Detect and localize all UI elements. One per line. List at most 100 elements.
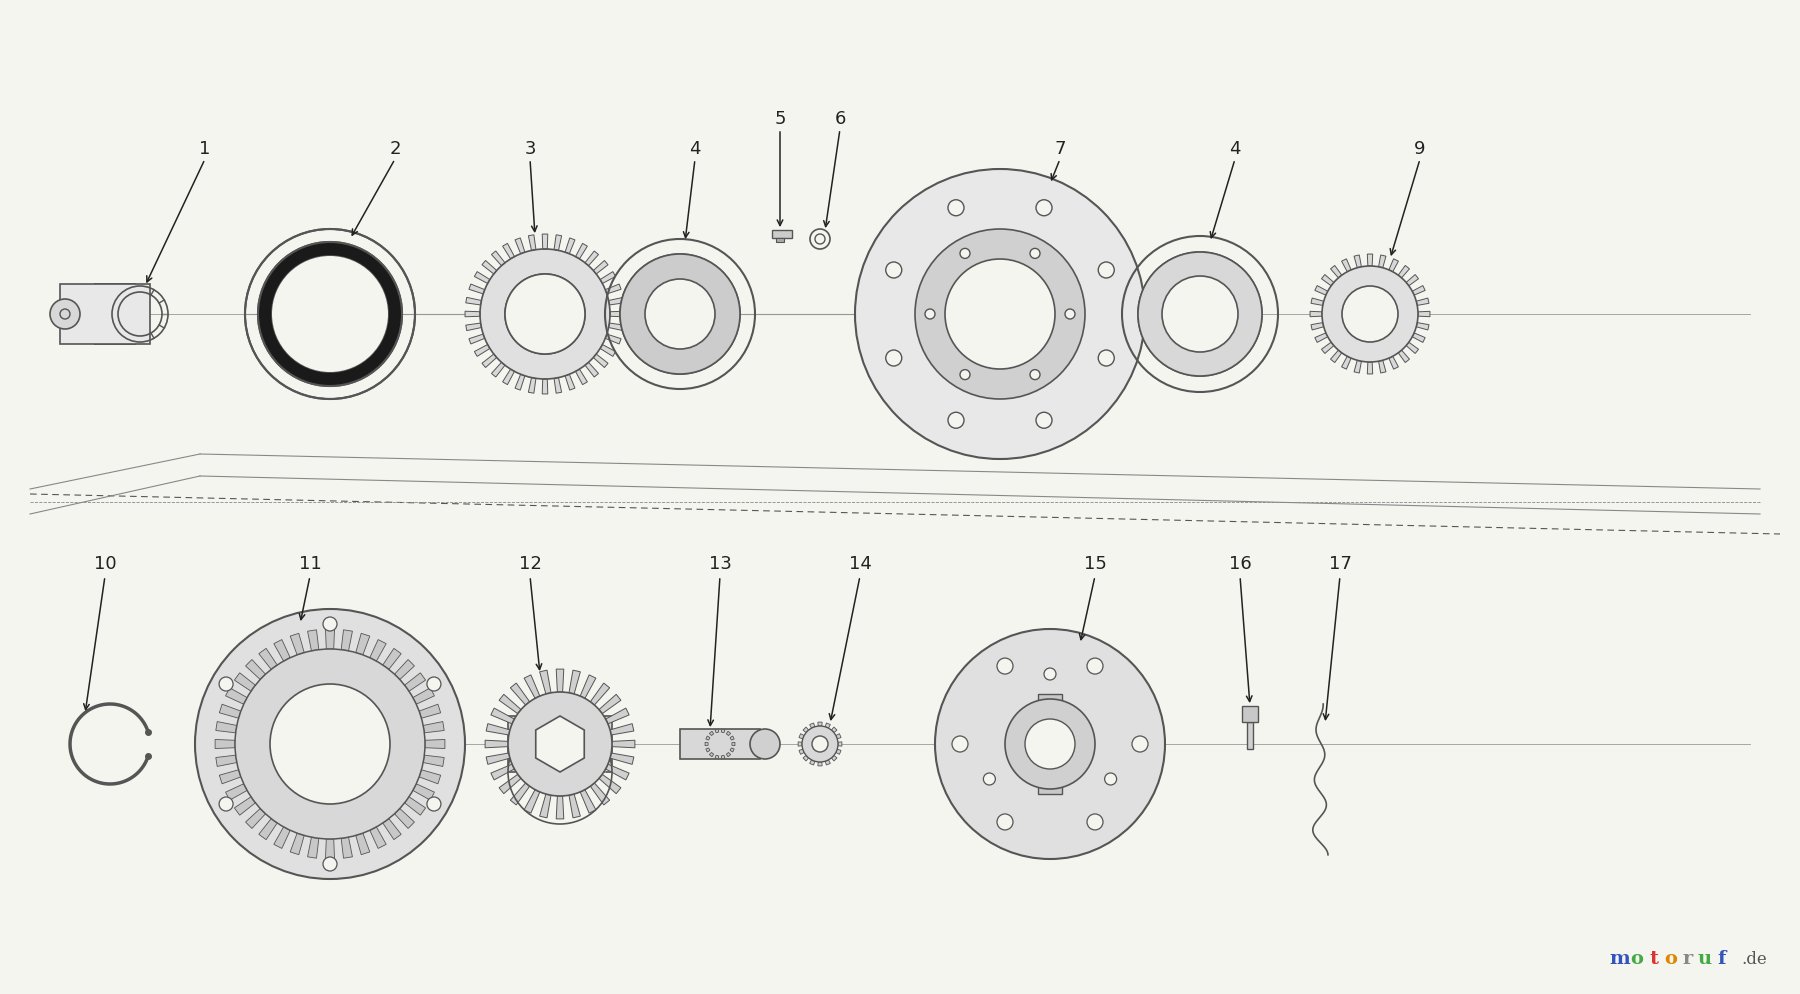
Polygon shape xyxy=(412,784,434,800)
Circle shape xyxy=(934,629,1165,859)
Polygon shape xyxy=(499,774,520,793)
Polygon shape xyxy=(824,759,830,765)
Text: 7: 7 xyxy=(1055,140,1066,158)
Polygon shape xyxy=(383,648,401,669)
Polygon shape xyxy=(369,639,387,661)
Polygon shape xyxy=(1406,274,1418,286)
Circle shape xyxy=(220,677,232,691)
Polygon shape xyxy=(610,753,634,764)
Polygon shape xyxy=(605,764,630,780)
Circle shape xyxy=(812,736,828,752)
Polygon shape xyxy=(1314,285,1328,295)
Circle shape xyxy=(1024,719,1075,769)
Polygon shape xyxy=(1406,342,1418,354)
Polygon shape xyxy=(245,808,266,828)
Polygon shape xyxy=(220,769,241,784)
Circle shape xyxy=(959,248,970,258)
Polygon shape xyxy=(1399,265,1409,278)
Polygon shape xyxy=(405,673,425,691)
Circle shape xyxy=(952,736,968,752)
Text: 17: 17 xyxy=(1328,555,1352,573)
Text: 10: 10 xyxy=(94,555,117,573)
Polygon shape xyxy=(342,630,353,651)
Text: 9: 9 xyxy=(1415,140,1426,158)
Polygon shape xyxy=(423,755,445,766)
Polygon shape xyxy=(542,379,547,394)
Circle shape xyxy=(506,274,585,354)
Polygon shape xyxy=(502,244,515,258)
Polygon shape xyxy=(423,722,445,733)
Circle shape xyxy=(1098,350,1114,366)
Circle shape xyxy=(508,692,612,796)
Circle shape xyxy=(1030,370,1040,380)
Polygon shape xyxy=(731,736,734,741)
Polygon shape xyxy=(832,755,837,761)
Polygon shape xyxy=(556,796,563,819)
Polygon shape xyxy=(464,311,481,317)
Circle shape xyxy=(751,729,779,759)
Circle shape xyxy=(997,658,1013,674)
Polygon shape xyxy=(540,794,551,818)
Polygon shape xyxy=(810,759,815,765)
Circle shape xyxy=(959,370,970,380)
Polygon shape xyxy=(576,369,587,385)
Polygon shape xyxy=(491,250,506,265)
Circle shape xyxy=(1037,413,1051,428)
Circle shape xyxy=(914,229,1085,399)
Polygon shape xyxy=(1354,255,1361,267)
Polygon shape xyxy=(274,827,290,849)
Polygon shape xyxy=(511,683,529,705)
Polygon shape xyxy=(599,774,621,793)
Polygon shape xyxy=(511,783,529,805)
Circle shape xyxy=(997,814,1013,830)
Polygon shape xyxy=(234,797,256,815)
Polygon shape xyxy=(524,789,540,813)
Polygon shape xyxy=(1310,311,1321,317)
Polygon shape xyxy=(612,741,635,747)
Polygon shape xyxy=(486,724,509,735)
Text: u: u xyxy=(1697,950,1712,968)
Polygon shape xyxy=(569,670,580,694)
Text: o: o xyxy=(1631,950,1643,968)
Polygon shape xyxy=(466,323,481,331)
Polygon shape xyxy=(356,833,369,855)
Polygon shape xyxy=(524,675,540,699)
Polygon shape xyxy=(605,334,621,344)
Polygon shape xyxy=(803,755,808,761)
Polygon shape xyxy=(608,297,625,305)
Polygon shape xyxy=(565,375,574,390)
Text: 13: 13 xyxy=(709,555,731,573)
Polygon shape xyxy=(599,271,616,283)
Polygon shape xyxy=(797,742,803,746)
Polygon shape xyxy=(1368,362,1373,374)
Bar xyxy=(508,716,612,772)
Polygon shape xyxy=(817,722,823,726)
Polygon shape xyxy=(576,244,587,258)
Polygon shape xyxy=(569,794,580,818)
Circle shape xyxy=(220,797,232,811)
Polygon shape xyxy=(706,743,707,746)
Text: 15: 15 xyxy=(1084,555,1107,573)
Text: 11: 11 xyxy=(299,555,322,573)
Polygon shape xyxy=(706,736,709,741)
Polygon shape xyxy=(482,260,497,274)
Polygon shape xyxy=(383,819,401,840)
Polygon shape xyxy=(824,723,830,729)
Text: 14: 14 xyxy=(848,555,871,573)
Circle shape xyxy=(257,242,401,386)
Polygon shape xyxy=(536,716,585,772)
Polygon shape xyxy=(585,362,599,377)
Circle shape xyxy=(1044,668,1057,680)
Polygon shape xyxy=(722,755,725,758)
Circle shape xyxy=(949,413,965,428)
Polygon shape xyxy=(491,764,515,780)
Bar xyxy=(59,284,149,344)
Polygon shape xyxy=(610,311,625,317)
Circle shape xyxy=(1163,276,1238,352)
Polygon shape xyxy=(731,747,734,752)
Polygon shape xyxy=(308,837,319,858)
Circle shape xyxy=(1343,286,1399,342)
Circle shape xyxy=(886,350,902,366)
Polygon shape xyxy=(216,755,238,766)
Polygon shape xyxy=(599,695,621,714)
